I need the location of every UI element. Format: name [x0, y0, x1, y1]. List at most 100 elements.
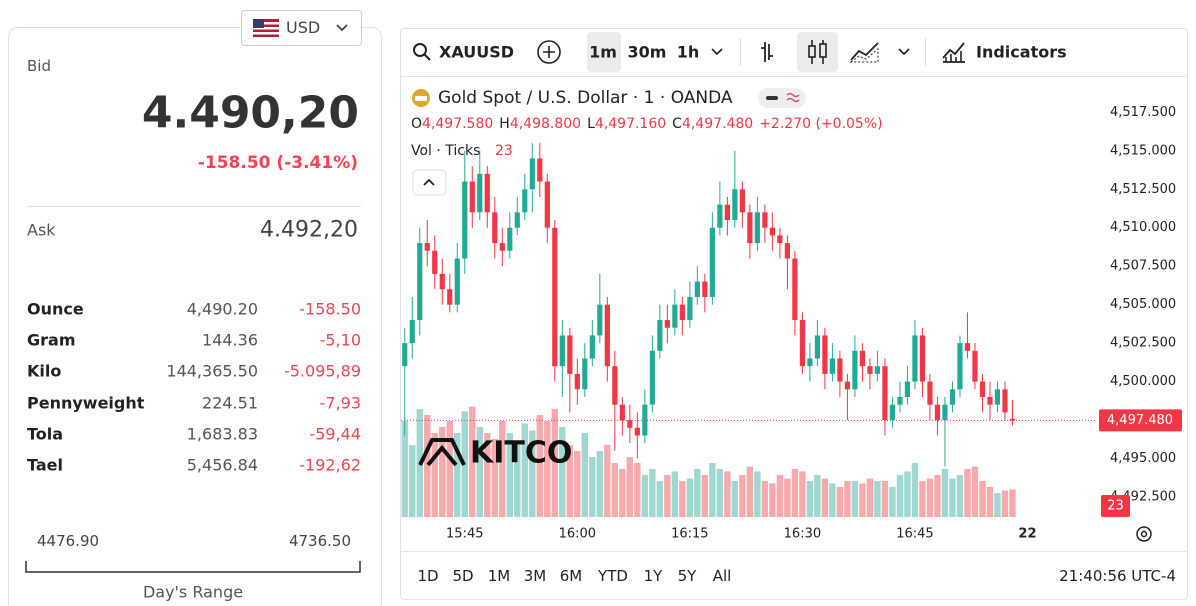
range-button[interactable]: 5Y: [677, 567, 697, 585]
candle-body: [634, 427, 640, 436]
unit-change: -59,44: [309, 424, 361, 444]
unit-change: -5.095,89: [283, 361, 361, 381]
candle-body: [447, 289, 453, 305]
range-button[interactable]: 3M: [523, 567, 547, 585]
volume-bar: [514, 445, 521, 517]
candle-body: [882, 366, 888, 421]
volume-value: 23: [495, 143, 513, 159]
ask-label: Ask: [27, 220, 56, 240]
x-tick-label: 22: [1018, 527, 1036, 542]
candle-body: [799, 320, 805, 367]
candle-body: [964, 343, 971, 351]
candle-body: [777, 235, 783, 244]
y-tick-label: 4,512.500: [1110, 182, 1176, 197]
candle-body: [732, 189, 738, 221]
unit-change: -158.50: [299, 299, 361, 319]
volume-bar: [641, 475, 649, 517]
candle-body: [679, 304, 685, 321]
unit-name: Gram: [27, 330, 76, 350]
candle-body: [844, 381, 851, 390]
interval[interactable]: 1h: [676, 42, 700, 62]
x-tick-label: 15:45: [446, 527, 483, 542]
candles-icon[interactable]: [806, 39, 830, 65]
collapse-button[interactable]: [412, 169, 447, 196]
search-icon[interactable]: [412, 42, 432, 62]
y-tick-label: 4,507.500: [1110, 259, 1176, 274]
volume-bar: [889, 487, 896, 517]
bars-icon[interactable]: [759, 40, 781, 64]
candle-body: [619, 404, 625, 421]
volume-bar: [634, 463, 641, 517]
range-button[interactable]: 1M: [487, 567, 511, 585]
volume-bar: [724, 471, 731, 517]
watermark: KITCO: [470, 436, 572, 471]
unit-change: -5,10: [319, 330, 361, 350]
volume-bar: [866, 478, 874, 517]
volume-bar: [949, 478, 956, 517]
volume-bar: [739, 475, 746, 517]
candle-body: [582, 358, 588, 390]
candle-body: [874, 366, 881, 374]
candle-body: [942, 404, 948, 421]
ohlc-key: O: [411, 116, 422, 132]
settings-icon-center: [1140, 530, 1148, 538]
candle-body: [702, 281, 708, 297]
candle-body: [409, 320, 415, 344]
range-button[interactable]: 1D: [417, 567, 439, 585]
range-button[interactable]: YTD: [598, 567, 628, 585]
unit-price: 224.51: [202, 393, 258, 413]
unit-name: Tola: [27, 424, 64, 444]
volume-bar: [484, 433, 491, 517]
ohlc-key: H: [499, 116, 510, 132]
interval[interactable]: 1m: [589, 42, 617, 62]
candle-body: [927, 381, 933, 405]
indicators-icon[interactable]: [941, 40, 967, 64]
volume-bar: [859, 483, 866, 517]
symbol-logo-bar: [415, 96, 427, 101]
candle-body: [717, 204, 723, 228]
volume-bar: [716, 469, 724, 517]
candle-body: [904, 381, 911, 397]
volume-bar: [574, 451, 581, 517]
interval[interactable]: 30m: [627, 42, 667, 62]
volume-bar: [701, 475, 709, 517]
range-button[interactable]: All: [712, 567, 732, 585]
x-tick-label: 16:45: [896, 527, 933, 542]
candle-body: [994, 389, 1001, 405]
volume-bar: [656, 481, 664, 517]
compare-icon[interactable]: [536, 39, 562, 65]
y-tick-label: 4,502.500: [1110, 336, 1176, 351]
candle-body: [544, 181, 550, 228]
indicators[interactable]: Indicators: [976, 42, 1067, 62]
candle-body: [747, 212, 753, 244]
chevron[interactable]: [898, 48, 910, 56]
candle-body: [567, 335, 573, 374]
volume-bar: [439, 427, 446, 517]
currency-select[interactable]: USD: [241, 10, 362, 46]
volume-bar: [746, 466, 754, 517]
range-button[interactable]: 5D: [452, 567, 474, 585]
range-button[interactable]: 6M: [559, 567, 583, 585]
candle-body: [822, 335, 828, 374]
range-button[interactable]: 1Y: [643, 567, 663, 585]
chevron[interactable]: [711, 48, 723, 56]
area-icon[interactable]: [849, 40, 881, 64]
symbol[interactable]: XAUUSD: [439, 42, 515, 62]
unit-change: -192,62: [299, 455, 361, 475]
volume-bar: [754, 471, 761, 517]
footer-divider: [401, 551, 1186, 552]
candle-body: [574, 373, 580, 390]
candle-body: [492, 212, 498, 244]
candle-body: [807, 358, 813, 367]
volume-bar: [424, 415, 431, 517]
candle-body: [522, 189, 528, 213]
volume-bar: [446, 421, 453, 517]
volume-bar: [431, 433, 438, 517]
settings-icon[interactable]: [1136, 526, 1152, 542]
volume-bar: [836, 487, 844, 517]
chart-panel: [400, 28, 1188, 600]
volume-bar: [469, 406, 476, 517]
volume-bar: [506, 433, 513, 517]
candle-body: [439, 273, 445, 290]
